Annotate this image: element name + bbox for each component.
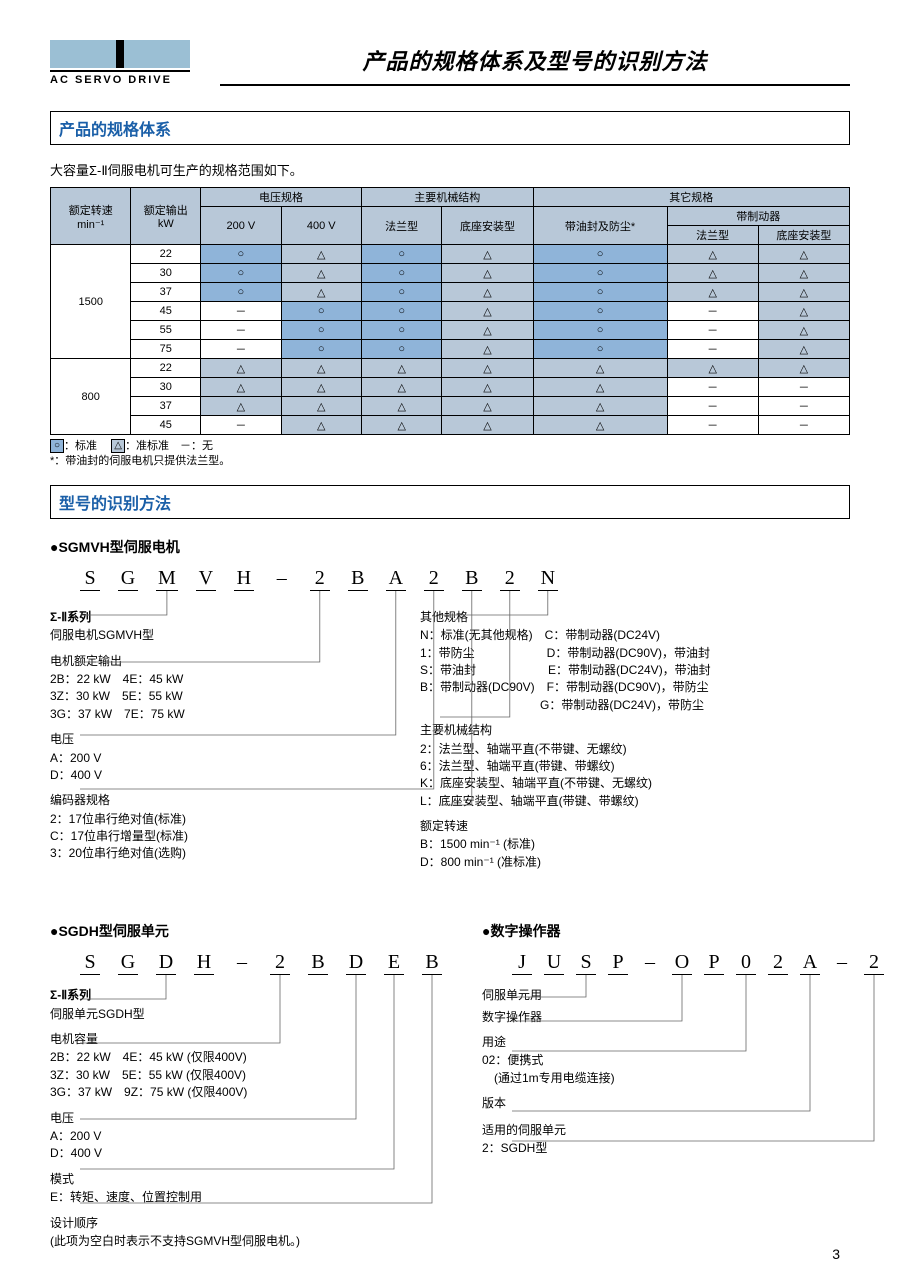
page-number: 3 bbox=[832, 1246, 840, 1262]
motor-model-block: SGMVH–2BA2B2N Σ-Ⅱ系列 伺服电机SGMVH型 电机额定输出 2B… bbox=[50, 567, 850, 883]
motor-letters: SGMVH–2BA2B2N bbox=[80, 567, 850, 591]
unit-model-block: ●SGDH型伺服单元 SGDH–2BDEB Σ-Ⅱ系列 伺服单元SGDH型 电机… bbox=[50, 903, 442, 1262]
motor-right-callouts: 其他规格 N：标准(无其他规格) C：带制动器(DC24V)1：带防尘 D：带制… bbox=[420, 609, 850, 871]
motor-heading: ●SGMVH型伺服电机 bbox=[50, 537, 850, 557]
table-legend: ○：标准 △：准标准 －：无 *：带油封的伺服电机只提供法兰型。 bbox=[50, 439, 850, 470]
page-title: 产品的规格体系及型号的识别方法 bbox=[220, 44, 850, 86]
logo: AC SERVO DRIVE bbox=[50, 40, 190, 86]
spec-table: 额定转速min⁻¹ 额定输出kW 电压规格 主要机械结构 其它规格 200 V … bbox=[50, 187, 850, 435]
motor-left-callouts: Σ-Ⅱ系列 伺服电机SGMVH型 电机额定输出 2B：22 kW 4E：45 k… bbox=[50, 609, 390, 871]
page-header: AC SERVO DRIVE 产品的规格体系及型号的识别方法 bbox=[50, 40, 850, 86]
intro-text: 大容量Σ-Ⅱ伺服电机可生产的规格范围如下。 bbox=[50, 160, 850, 179]
logo-text: AC SERVO DRIVE bbox=[50, 70, 190, 86]
unit-letters: SGDH–2BDEB bbox=[80, 951, 442, 975]
section-spec-system: 产品的规格体系 bbox=[50, 111, 850, 145]
section-model-id: 型号的识别方法 bbox=[50, 485, 850, 519]
operator-model-block: ●数字操作器 JUSP–OP02A–2 伺服单元用 数字操作器 用途 02：便携… bbox=[482, 903, 884, 1262]
op-letters: JUSP–OP02A–2 bbox=[512, 951, 884, 975]
